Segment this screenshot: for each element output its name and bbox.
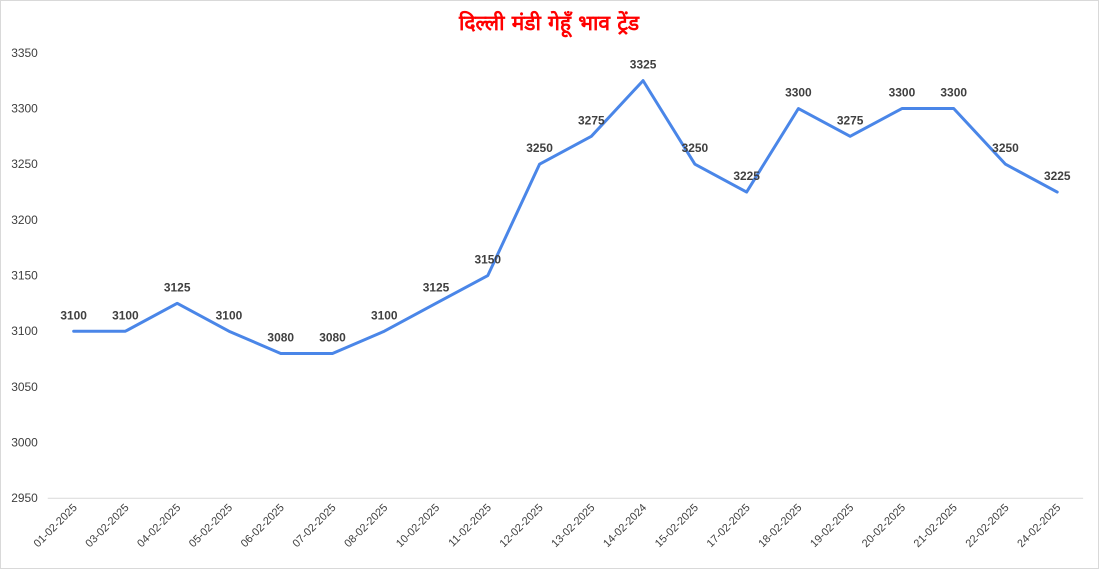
y-tick-label: 3000	[11, 436, 38, 450]
data-label: 3225	[1044, 169, 1071, 183]
x-tick-label: 05-02-2025	[187, 502, 235, 550]
y-tick-label: 3150	[11, 269, 38, 283]
data-label: 3250	[526, 141, 553, 155]
x-tick-label: 19-02-2025	[808, 502, 856, 550]
series-group	[72, 79, 1059, 355]
y-axis-ticks: 2950 3000 3050 3100 3150 3200 3250 3300 3350	[11, 46, 38, 505]
x-tick-label: 15-02-2025	[653, 502, 701, 550]
x-tick-label: 24-02-2025	[1015, 502, 1063, 550]
data-label: 3100	[60, 308, 87, 322]
x-tick-label: 06-02-2025	[239, 502, 287, 550]
y-tick-label: 3250	[11, 157, 38, 171]
y-tick-label: 3350	[11, 46, 38, 60]
y-tick-label: 3050	[11, 380, 38, 394]
data-label: 3150	[475, 253, 502, 267]
data-label: 3275	[578, 113, 605, 127]
data-label: 3100	[371, 308, 398, 322]
y-tick-label: 3300	[11, 101, 38, 115]
data-label: 3250	[992, 141, 1019, 155]
x-tick-label: 04-02-2025	[135, 502, 183, 550]
series-line	[72, 79, 1059, 355]
x-tick-label: 14-02-2024	[601, 502, 649, 550]
data-label: 3125	[164, 280, 191, 294]
x-tick-label: 22-02-2025	[963, 502, 1011, 550]
x-tick-label: 17-02-2025	[705, 502, 753, 550]
x-tick-label: 10-02-2025	[394, 502, 442, 550]
x-tick-label: 08-02-2025	[342, 502, 390, 550]
data-label: 3250	[682, 141, 709, 155]
data-label: 3300	[940, 86, 967, 100]
data-label: 3225	[733, 169, 760, 183]
x-tick-label: 11-02-2025	[446, 502, 494, 550]
data-label: 3125	[423, 280, 450, 294]
x-tick-label: 20-02-2025	[860, 502, 908, 550]
y-tick-label: 3200	[11, 213, 38, 227]
chart-title: दिल्ली मंडी गेहूँ भाव ट्रेंड	[458, 10, 640, 38]
data-label: 3300	[889, 86, 916, 100]
y-tick-label: 3100	[11, 324, 38, 338]
x-tick-label: 01-02-2025	[32, 502, 80, 550]
y-tick-label: 2950	[11, 491, 38, 505]
data-labels: 3100 3100 3125 3100 3080 3080 3100 3125 3150 3250…	[60, 58, 1070, 345]
data-label: 3080	[267, 331, 294, 345]
data-label: 3300	[785, 86, 812, 100]
data-label: 3100	[112, 308, 139, 322]
data-label: 3100	[216, 308, 243, 322]
x-tick-label: 03-02-2025	[83, 502, 131, 550]
x-axis-ticks: 01-02-2025 03-02-2025 04-02-2025 05-02-2025…	[32, 502, 1064, 550]
data-label: 3275	[837, 113, 864, 127]
x-tick-label: 07-02-2025	[290, 502, 338, 550]
data-label: 3325	[630, 58, 657, 72]
data-label: 3080	[319, 331, 346, 345]
x-tick-label: 21-02-2025	[912, 502, 960, 550]
x-tick-label: 13-02-2025	[549, 502, 597, 550]
x-tick-label: 18-02-2025	[756, 502, 804, 550]
x-tick-label: 12-02-2025	[498, 502, 546, 550]
